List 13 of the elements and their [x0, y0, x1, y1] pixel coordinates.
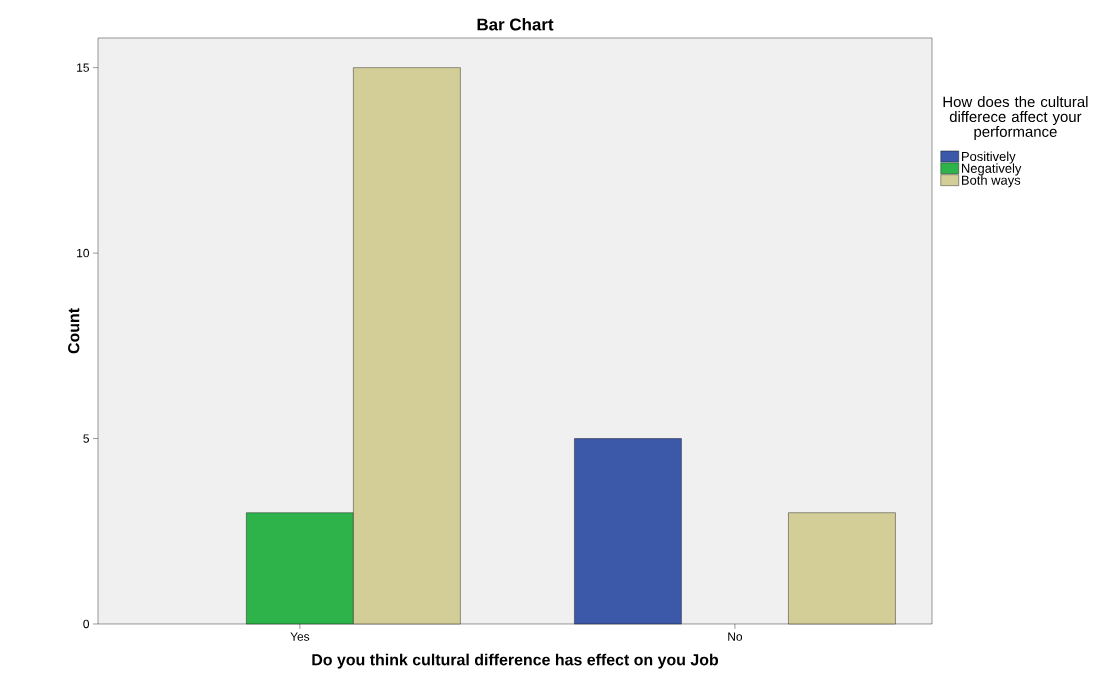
y-tick-label: 5: [83, 434, 89, 443]
legend-label: Positively: [962, 151, 1016, 164]
legend-label: Negatively: [962, 163, 1022, 176]
y-tick-label: 10: [77, 248, 90, 258]
y-tick-label: 15: [77, 63, 89, 72]
x-tick-label: No: [728, 632, 743, 641]
x-axis-title: Do you think cultural difference has effect on you Job: [312, 653, 719, 669]
legend-title: How does the cultural differece affect your performance: [943, 96, 1088, 140]
y-axis-title: Count: [68, 308, 80, 354]
x-tick-label: Yes: [290, 632, 310, 641]
y-tick-label: 0: [83, 619, 90, 629]
chart-title: Bar Chart: [477, 18, 554, 31]
legend-label: Both ways: [962, 175, 1021, 188]
